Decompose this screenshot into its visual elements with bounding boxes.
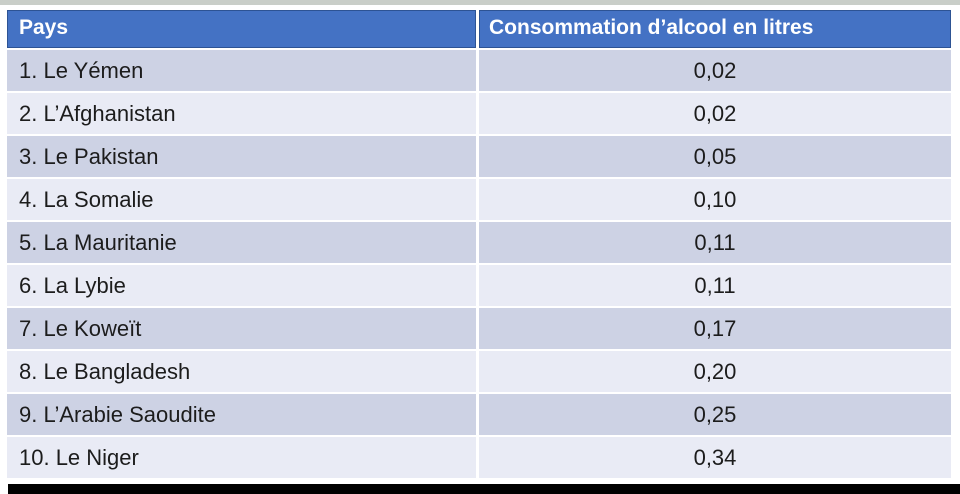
value-cell: 0,20 (479, 351, 951, 394)
bottom-black-bar (8, 484, 960, 494)
value-cell: 0,02 (479, 50, 951, 93)
table-row: 3. Le Pakistan 0,05 (7, 136, 951, 179)
country-cell: 9. L’Arabie Saoudite (7, 394, 479, 437)
header-row: Pays Consommation d’alcool en litres (7, 10, 951, 50)
value-cell: 0,11 (479, 265, 951, 308)
country-cell: 2. L’Afghanistan (7, 93, 479, 136)
value-cell: 0,05 (479, 136, 951, 179)
value-cell: 0,11 (479, 222, 951, 265)
value-cell: 0,17 (479, 308, 951, 351)
table-row: 2. L’Afghanistan 0,02 (7, 93, 951, 136)
country-cell: 10. Le Niger (7, 437, 479, 480)
country-cell: 8. Le Bangladesh (7, 351, 479, 394)
table-row: 1. Le Yémen 0,02 (7, 50, 951, 93)
header-consommation: Consommation d’alcool en litres (479, 10, 951, 50)
table-header: Pays Consommation d’alcool en litres (7, 10, 951, 50)
value-cell: 0,10 (479, 179, 951, 222)
table-row: 6. La Lybie 0,11 (7, 265, 951, 308)
table-body: 1. Le Yémen 0,02 2. L’Afghanistan 0,02 3… (7, 50, 951, 480)
table-row: 10. Le Niger 0,34 (7, 437, 951, 480)
table-row: 5. La Mauritanie 0,11 (7, 222, 951, 265)
table-row: 7. Le Koweït 0,17 (7, 308, 951, 351)
country-cell: 6. La Lybie (7, 265, 479, 308)
data-table: Pays Consommation d’alcool en litres 1. … (7, 10, 951, 480)
table-row: 9. L’Arabie Saoudite 0,25 (7, 394, 951, 437)
table-row: 4. La Somalie 0,10 (7, 179, 951, 222)
country-cell: 1. Le Yémen (7, 50, 479, 93)
header-pays: Pays (7, 10, 479, 50)
video-frame-top-edge (0, 0, 960, 5)
value-cell: 0,25 (479, 394, 951, 437)
table-row: 8. Le Bangladesh 0,20 (7, 351, 951, 394)
country-cell: 4. La Somalie (7, 179, 479, 222)
alcohol-consumption-table: Pays Consommation d’alcool en litres 1. … (7, 10, 951, 480)
country-cell: 5. La Mauritanie (7, 222, 479, 265)
value-cell: 0,02 (479, 93, 951, 136)
country-cell: 7. Le Koweït (7, 308, 479, 351)
country-cell: 3. Le Pakistan (7, 136, 479, 179)
value-cell: 0,34 (479, 437, 951, 480)
